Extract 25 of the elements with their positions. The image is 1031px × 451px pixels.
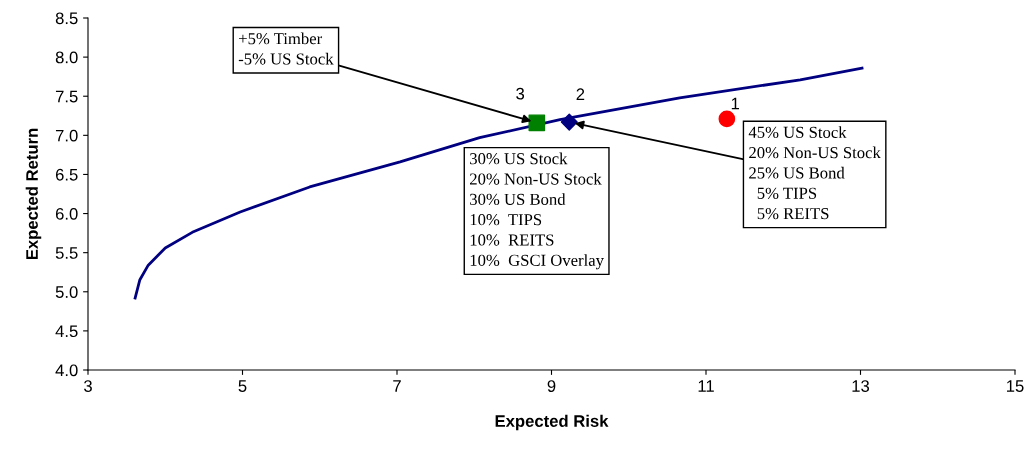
y-axis-title: Expected Return — [25, 128, 42, 260]
annotation: 45% US Stock 20% Non-US Stock 25% US Bond 5% TIPS 5% REITS — [748, 126, 881, 220]
annotation: 30% US Stock 20% Non-US Stock 30% US Bond 10% TIPS 10% REITS 10% GSCI Overlay — [470, 152, 604, 270]
annotation: 1 — [731, 97, 740, 110]
annotation: 2 — [576, 88, 585, 100]
y-tick-label: 8.0 — [55, 51, 78, 64]
x-tick-label: 3 — [84, 380, 92, 392]
y-tick-label: 6.5 — [55, 168, 78, 181]
y-tick-label: 4.5 — [55, 325, 78, 338]
x-tick-label: 15 — [1007, 380, 1024, 392]
y-tick-label: 6.0 — [55, 207, 78, 220]
x-tick-label: 11 — [698, 380, 714, 392]
annotation: +5% Timber -5% US Stock — [238, 32, 334, 65]
x-tick-label: 9 — [547, 380, 556, 392]
y-tick-label: 7.0 — [55, 129, 78, 142]
x-tick-label: 13 — [852, 380, 870, 392]
x-axis-title: Expected Risk — [495, 414, 609, 431]
y-tick-label: 5.5 — [55, 247, 78, 259]
annotation: 3 — [516, 87, 525, 100]
x-tick-label: 7 — [393, 380, 401, 392]
y-tick-label: 5.0 — [55, 286, 78, 298]
x-tick-label: 5 — [238, 380, 247, 392]
y-tick-label: 4.0 — [55, 364, 78, 377]
y-tick-label: 7.5 — [55, 90, 78, 103]
y-tick-label: 8.5 — [55, 12, 78, 25]
